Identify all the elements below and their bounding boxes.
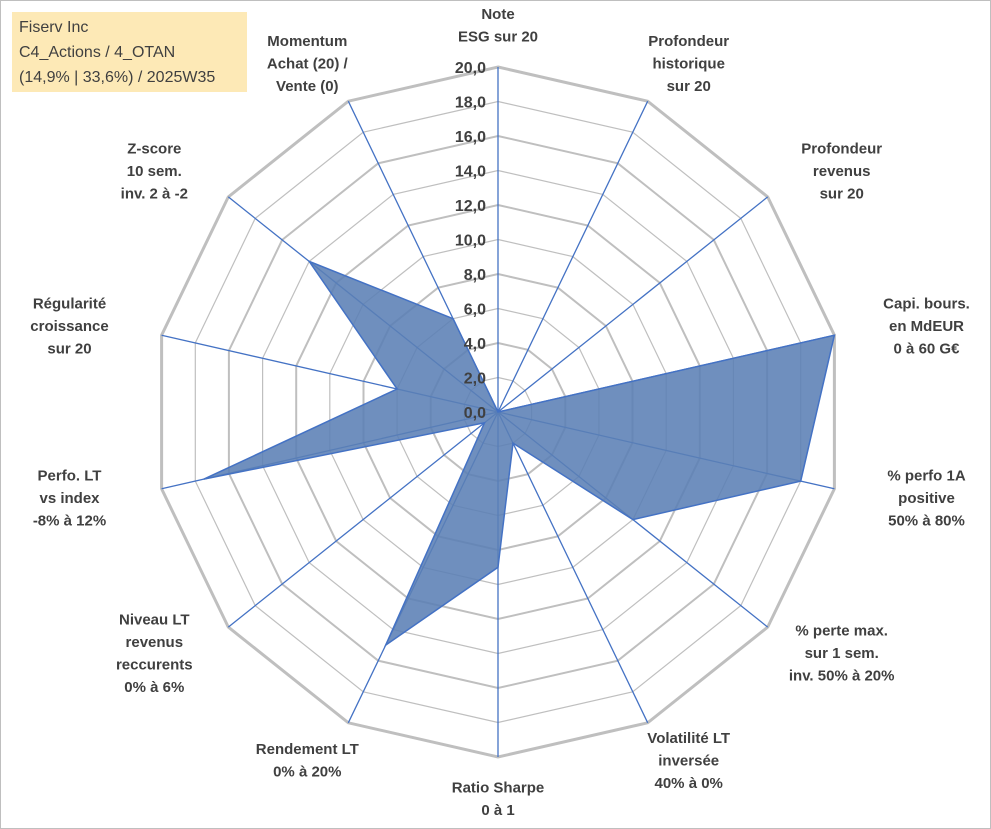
axis-label-0: Note ESG sur 20: [458, 6, 538, 46]
axis-label-2: Profondeur revenus sur 20: [801, 140, 882, 202]
tick-label-8: 16,0: [455, 129, 486, 146]
tick-label-0: 0,0: [464, 405, 486, 422]
spoke-9: [227, 411, 499, 628]
portfolio-label: C4_Actions / 4_OTAN: [19, 44, 176, 61]
tick-label-7: 14,0: [455, 164, 486, 181]
tick-label-10: 20,0: [455, 60, 486, 77]
axis-label-4: % perfo 1A positive 50% à 80%: [887, 468, 966, 530]
company-name: Fiserv Inc: [19, 19, 89, 36]
axis-label-3: Capi. bours. en MdEUR 0 à 60 G€: [883, 296, 970, 358]
tick-label-5: 10,0: [455, 233, 486, 250]
axis-label-6: Volatilité LT inversée 40% à 0%: [647, 730, 730, 792]
axis-label-1: Profondeur historique sur 20: [648, 33, 729, 95]
tick-label-6: 12,0: [455, 198, 486, 215]
period-label: (14,9% | 33,6%) / 2025W35: [19, 69, 216, 86]
tick-label-9: 18,0: [455, 95, 486, 112]
tick-label-1: 2,0: [464, 371, 486, 388]
axis-label-5: % perte max. sur 1 sem. inv. 50% à 20%: [789, 623, 895, 685]
axis-label-7: Ratio Sharpe 0 à 1: [452, 779, 545, 819]
radar-series: [203, 259, 836, 648]
axis-label-11: Régularité croissance sur 20: [30, 296, 108, 358]
spoke-2: [497, 196, 769, 413]
radial-tick-labels: 0,0 2,0 4,0 6,0 8,0 10,0 12,0 14,0 16,0 18,0 20,0: [455, 60, 486, 422]
tick-label-4: 8,0: [464, 267, 486, 284]
spoke-6: [497, 411, 649, 724]
axis-label-9: Niveau LT revenus reccurents 0% à 6%: [116, 611, 193, 696]
axis-label-13: Momentum Achat (20) / Vente (0): [267, 33, 349, 95]
tick-label-3: 6,0: [464, 302, 486, 319]
axis-label-8: Rendement LT 0% à 20%: [256, 741, 359, 781]
axis-labels: Note ESG sur 20 Profondeur historique sur 20…: [30, 6, 970, 819]
axis-label-12: Z-score 10 sem. inv. 2 à -2: [121, 140, 188, 202]
series-area: [203, 259, 836, 648]
info-box: Fiserv Inc C4_Actions / 4_OTAN (14,9% | …: [12, 12, 247, 92]
spoke-1: [497, 100, 649, 413]
axis-label-10: Perfo. LT vs index -8% à 12%: [33, 468, 106, 530]
tick-label-2: 4,0: [464, 336, 486, 353]
